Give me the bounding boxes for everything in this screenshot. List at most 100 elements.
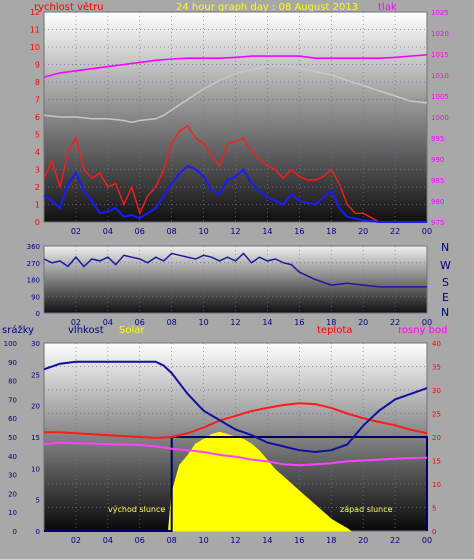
humidity-tick-label: 30 [31,340,40,348]
rain-tick-label: 0 [13,528,17,536]
compass-n: N [441,241,449,254]
direction-x-tick-label: 06 [135,318,145,327]
bottom-x-tick-label: 14 [262,536,272,545]
bottom-x-tick-label: 18 [326,536,336,545]
pressure-tick-label: 990 [431,156,444,164]
wind-tick-label: 12 [30,8,40,17]
temp-tick-label: 40 [432,340,441,348]
pressure-tick-label: 1015 [431,51,449,59]
direction-x-axis-ticks: 02 04 06 08 10 12 14 16 18 20 22 00 [71,318,432,327]
rain-tick-label: 60 [8,415,17,423]
compass-s: S [442,276,449,289]
top-x-tick-label: 06 [135,227,145,236]
top-x-tick-label: 12 [230,227,240,236]
humidity-series [43,360,428,454]
humidity-axis-ticks: 0 5 10 15 20 25 30 [31,340,40,536]
pressure-tick-label: 1025 [431,9,449,17]
compass-n2: N [441,306,449,319]
temp-tick-label: 15 [432,458,441,466]
pressure-tick-label: 1000 [431,114,449,122]
dew-label: rosný bod [398,324,447,336]
bottom-x-tick-label: 00 [422,536,432,545]
temp-tick-label: 10 [432,481,441,489]
solar-label: Solar [119,325,145,336]
bottom-x-axis-ticks: 02 04 06 08 10 12 14 16 18 20 22 00 [71,536,432,545]
temperature-series [44,402,428,439]
rain-tick-label: 70 [8,396,17,404]
top-x-tick-label: 22 [390,227,400,236]
bottom-x-tick-label: 12 [230,536,240,545]
pressure-tick-label: 985 [431,177,444,185]
humidity-label: vlhkost [68,325,104,336]
direction-x-tick-label: 04 [103,318,113,327]
top-x-tick-label: 16 [294,227,304,236]
pressure-tick-label: 1005 [431,93,449,101]
top-x-tick-label: 04 [103,227,113,236]
top-x-tick-label: 00 [422,227,432,236]
pressure-tick-label: 1010 [431,72,449,80]
humidity-tick-label: 15 [31,434,40,442]
temp-label: teplota [317,325,352,336]
humidity-tick-label: 10 [31,465,40,473]
wind-tick-label: 7 [35,96,40,105]
direction-x-tick-label: 20 [358,318,368,327]
bottom-x-tick-label: 08 [167,536,177,545]
solar-area-series [167,431,352,532]
wind-tick-label: 2 [35,183,40,192]
temp-tick-label: 30 [432,387,441,395]
rain-tick-label: 40 [8,453,17,461]
wind-tick-label: 6 [35,113,40,122]
bottom-x-tick-label: 10 [198,536,208,545]
direction-x-tick-label: 10 [198,318,208,327]
rain-tick-label: 90 [8,359,17,367]
rain-tick-label: 20 [8,490,17,498]
humidity-tick-label: 20 [31,403,40,411]
sunset-annotation: západ slunce [340,505,393,514]
temp-tick-label: 25 [432,411,441,419]
temp-tick-label: 20 [432,434,441,442]
top-x-tick-label: 10 [198,227,208,236]
pressure-tick-label: 980 [431,198,444,206]
humidity-tick-label: 0 [36,528,40,536]
bottom-x-tick-label: 20 [358,536,368,545]
rain-tick-label: 100 [4,340,17,348]
direction-tick-label: 180 [27,277,40,285]
wind-tick-label: 11 [30,26,40,35]
direction-x-tick-label: 08 [167,318,177,327]
header-right-label: tlak [378,2,397,13]
compass-w: W [440,259,451,272]
top-x-tick-label: 18 [326,227,336,236]
bottom-x-tick-label: 16 [294,536,304,545]
temp-axis-ticks: 0 5 10 15 20 25 30 35 40 [432,340,441,536]
compass-labels: N W S E N [440,241,451,319]
direction-axis-ticks: 0 90 180 270 360 [27,243,40,318]
direction-x-tick-label: 02 [71,318,81,327]
background-temp-series [43,65,428,124]
direction-x-tick-label: 22 [390,318,400,327]
sunrise-annotation: východ slunce [108,505,165,514]
direction-tick-label: 360 [27,243,40,251]
wind-tick-label: 5 [35,131,40,140]
pressure-series [43,54,428,78]
pressure-tick-label: 995 [431,135,444,143]
pressure-tick-label: 1020 [431,30,449,38]
direction-tick-label: 90 [31,293,40,301]
top-x-tick-label: 20 [358,227,368,236]
header-left-label: rychlost větru [34,1,104,13]
rain-tick-label: 10 [8,509,17,517]
top-x-tick-label: 08 [167,227,177,236]
direction-x-tick-label: 00 [422,318,432,327]
bottom-x-tick-label: 22 [390,536,400,545]
rain-label: srážky [2,324,34,336]
wind-tick-label: 4 [35,148,40,157]
top-x-tick-label: 14 [262,227,272,236]
pressure-tick-label: 975 [431,219,444,227]
temp-tick-label: 0 [432,528,436,536]
direction-tick-label: 0 [36,310,40,318]
direction-x-tick-label: 18 [326,318,336,327]
wind-avg-series [43,164,427,223]
wind-direction-series [43,252,427,288]
